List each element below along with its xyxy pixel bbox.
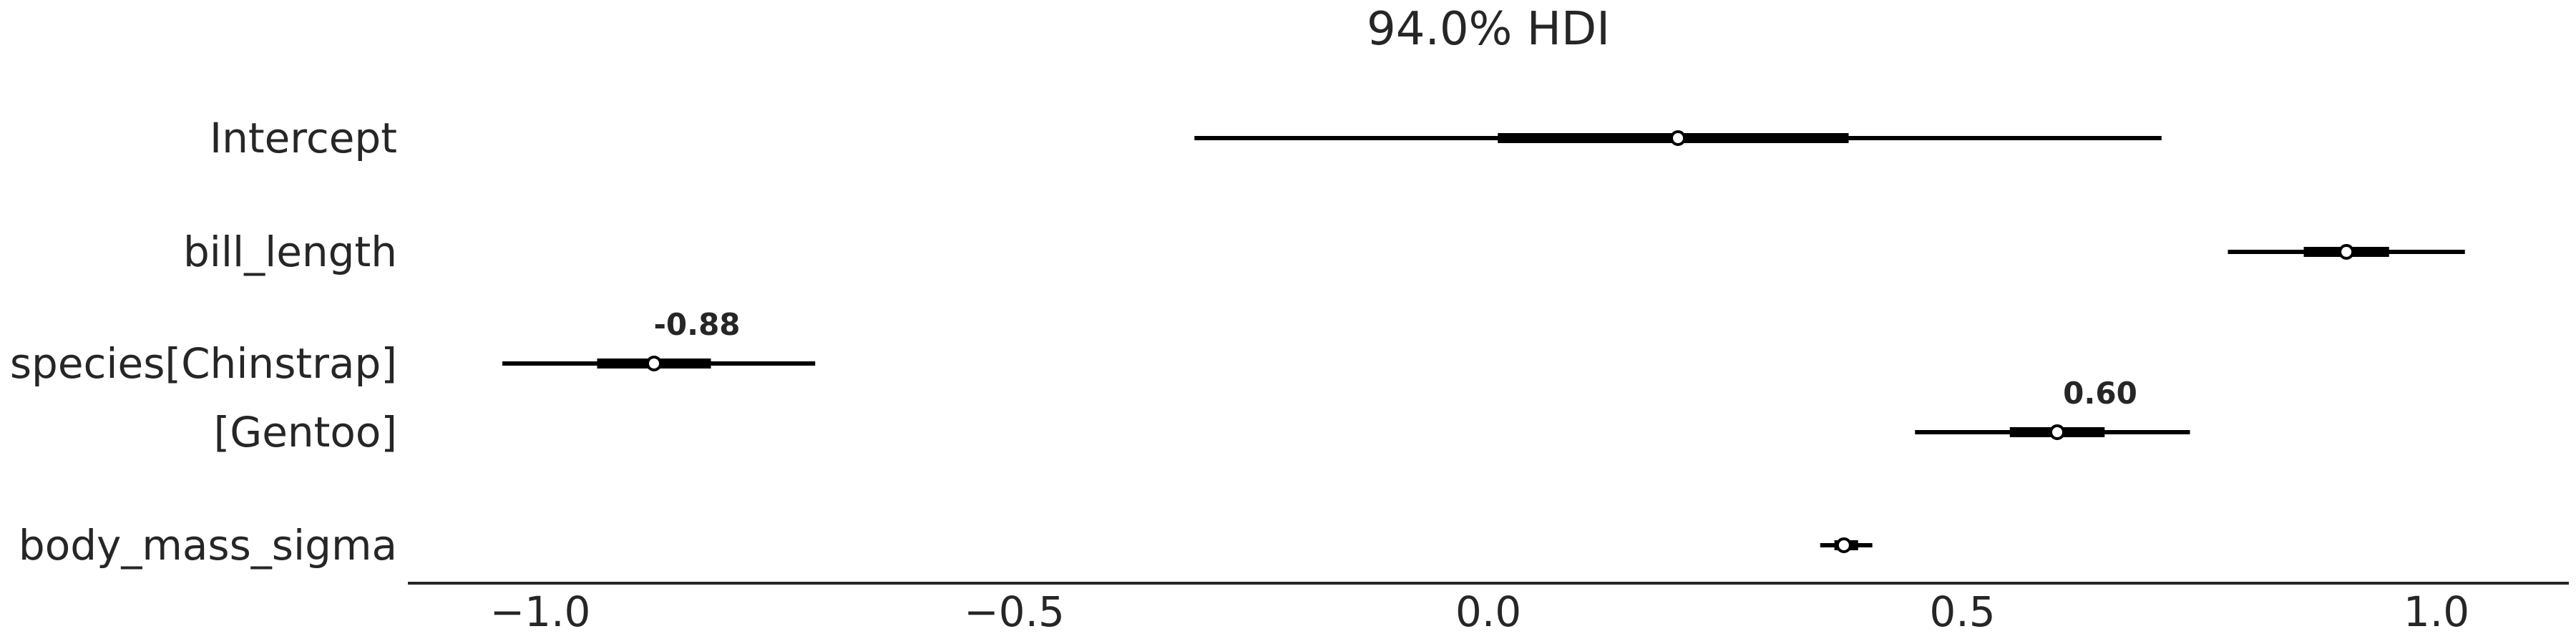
chart-title: 94.0% HDI (1367, 3, 1610, 56)
rows-layer: Intercept bill_length species[Chinstrap] -0… (10, 114, 2465, 570)
row-label: body_mass_sigma (19, 521, 397, 570)
point-estimate-marker (2338, 244, 2355, 260)
x-tick-label: 0.0 (1455, 587, 1521, 636)
x-tick-label: 0.5 (1929, 587, 1995, 636)
point-estimate-marker (1670, 130, 1686, 146)
x-tick-label: −1.0 (490, 587, 591, 636)
point-annotation: -0.88 (653, 307, 740, 342)
forest-row: body_mass_sigma (19, 521, 1873, 570)
row-label: species[Chinstrap] (10, 339, 397, 388)
point-estimate-marker (646, 356, 662, 371)
forest-row: bill_length (183, 228, 2465, 276)
forest-row: species[Chinstrap] -0.88 (10, 307, 816, 388)
point-estimate-marker (1835, 537, 1852, 553)
row-label: bill_length (183, 228, 397, 276)
row-label: [Gentoo] (214, 408, 397, 457)
point-estimate-marker (2049, 424, 2065, 440)
forest-row: Intercept (210, 114, 2162, 162)
point-annotation: 0.60 (2063, 376, 2137, 411)
x-tick-label: 1.0 (2404, 587, 2469, 636)
x-axis-ticks: −1.0 −0.5 0.0 0.5 1.0 (490, 587, 2470, 636)
x-tick-label: −0.5 (964, 587, 1065, 636)
row-label: Intercept (210, 114, 397, 162)
forest-row: [Gentoo] 0.60 (214, 376, 2190, 457)
